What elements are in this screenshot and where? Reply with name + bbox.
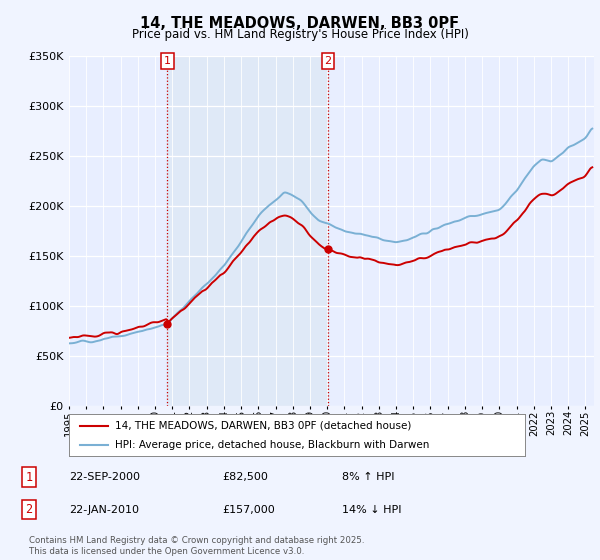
Text: £157,000: £157,000	[222, 505, 275, 515]
Text: 14, THE MEADOWS, DARWEN, BB3 0PF (detached house): 14, THE MEADOWS, DARWEN, BB3 0PF (detach…	[115, 421, 411, 431]
Text: 1: 1	[25, 470, 32, 484]
Text: 14% ↓ HPI: 14% ↓ HPI	[342, 505, 401, 515]
Bar	[167, 56, 328, 406]
Text: 1: 1	[164, 56, 171, 66]
Text: Contains HM Land Registry data © Crown copyright and database right 2025.
This d: Contains HM Land Registry data © Crown c…	[29, 536, 364, 556]
Text: £82,500: £82,500	[222, 472, 268, 482]
Text: HPI: Average price, detached house, Blackburn with Darwen: HPI: Average price, detached house, Blac…	[115, 440, 429, 450]
Text: 2: 2	[25, 503, 32, 516]
Text: 22-JAN-2010: 22-JAN-2010	[69, 505, 139, 515]
Text: 8% ↑ HPI: 8% ↑ HPI	[342, 472, 395, 482]
Text: 22-SEP-2000: 22-SEP-2000	[69, 472, 140, 482]
Text: 2: 2	[325, 56, 332, 66]
Text: Price paid vs. HM Land Registry's House Price Index (HPI): Price paid vs. HM Land Registry's House …	[131, 28, 469, 41]
Text: 14, THE MEADOWS, DARWEN, BB3 0PF: 14, THE MEADOWS, DARWEN, BB3 0PF	[140, 16, 460, 31]
